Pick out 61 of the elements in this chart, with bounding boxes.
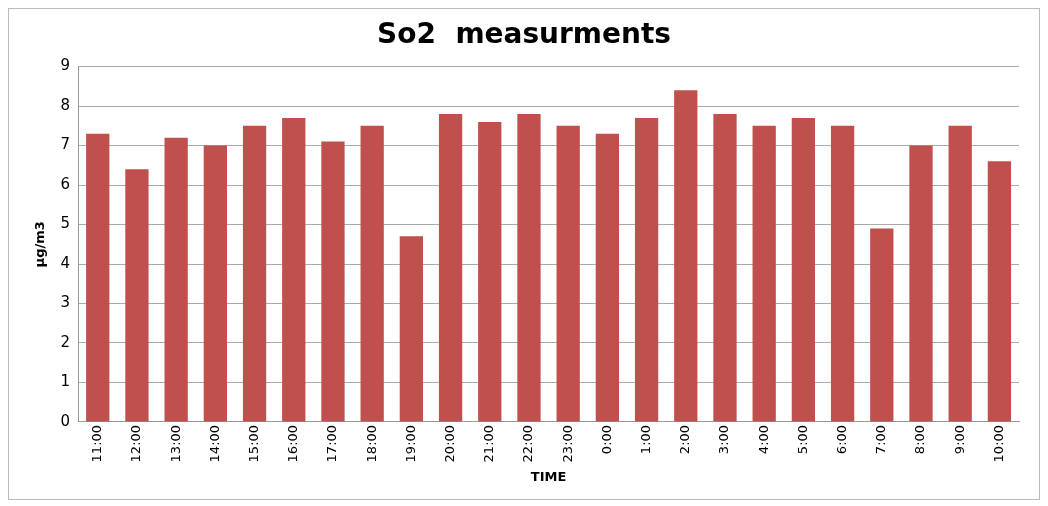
y-tick-label: 5 [60,214,71,233]
x-tick-label: 15:00 [245,424,261,463]
x-tick-label: 14:00 [206,424,222,463]
x-axis-title: TIME [530,468,567,484]
bar [164,137,188,422]
x-tick-label: 20:00 [441,424,457,463]
x-tick-label: 22:00 [520,424,536,463]
x-tick-label: 3:00 [716,424,732,455]
x-tick-label: 16:00 [285,424,301,463]
x-tick-label: 6:00 [833,424,849,455]
y-tick-label: 9 [60,56,71,75]
bar [830,125,855,422]
x-tick-label: 13:00 [167,424,183,463]
x-tick-label: 17:00 [324,424,340,463]
x-tick-label: 4:00 [755,424,771,455]
bar [674,90,698,422]
x-tick-label: 0:00 [598,424,614,455]
bar [360,125,384,422]
bar [948,125,972,422]
bar [282,117,306,422]
y-tick-label: 2 [60,332,71,351]
bar [595,133,620,422]
x-tick-label: 8:00 [912,424,928,455]
bar [125,169,149,422]
bar [242,125,267,422]
y-tick-label: 4 [60,253,71,272]
x-tick-label: 1:00 [637,424,653,455]
x-tick-label: 10:00 [990,424,1006,463]
bar [791,117,816,422]
bar [987,161,1012,422]
y-tick-label: 8 [60,95,71,114]
bar [909,145,933,422]
bar [438,113,463,422]
y-axis-title: µg/m3 [32,221,48,268]
y-tick-label: 3 [60,293,71,312]
chart-title: So2 measurments [377,17,671,51]
bar [321,141,345,422]
y-tick-label: 1 [60,372,71,391]
bar [556,125,580,422]
bar [870,228,894,422]
x-tick-label: 21:00 [481,424,497,463]
bar [86,133,110,422]
x-tick-label: 5:00 [794,424,810,455]
bar [634,117,659,422]
x-tick-label: 11:00 [89,424,105,463]
x-tick-label: 12:00 [128,424,144,463]
y-tick-label: 6 [60,174,71,193]
bar [203,145,227,422]
x-tick-label: 19:00 [402,424,418,463]
bar [399,236,424,422]
x-tick-label: 18:00 [363,424,379,463]
x-tick-label: 2:00 [677,424,693,455]
x-tick-label: 7:00 [873,424,889,455]
y-tick-label: 7 [60,135,71,154]
y-tick-label: 0 [60,411,71,430]
x-tick-label: 9:00 [951,424,967,455]
bar [517,113,541,422]
bar [752,125,776,422]
bar [478,121,502,422]
bar [713,113,737,422]
x-tick-label: 23:00 [559,424,575,463]
